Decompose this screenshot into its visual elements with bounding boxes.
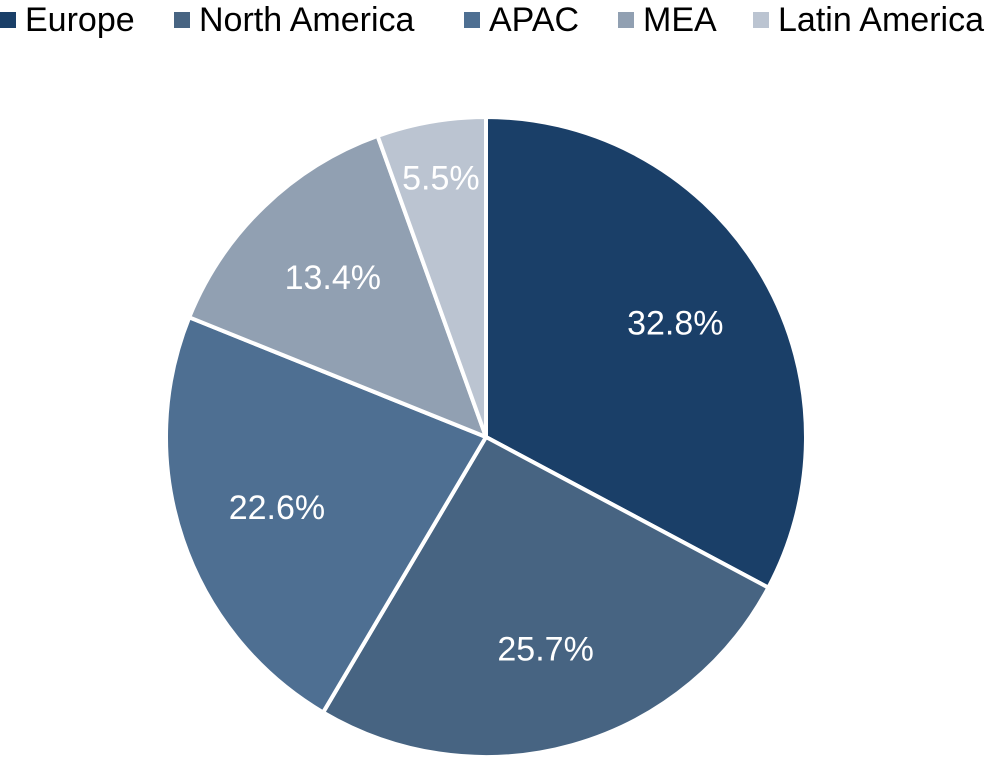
pie-slice-mea bbox=[187, 133, 488, 439]
slice-label-latin-america: 5.5% bbox=[402, 160, 480, 198]
legend-label-latin-america: Latin America bbox=[778, 1, 984, 39]
pie-slice-latin-america bbox=[375, 115, 488, 439]
legend-swatch-latin-america bbox=[753, 12, 769, 28]
pie-slice-europe bbox=[484, 115, 808, 590]
legend-item-apac: APAC bbox=[464, 0, 579, 40]
legend-swatch-apac bbox=[464, 12, 480, 28]
legend-item-latin-america: Latin America bbox=[753, 0, 984, 40]
slice-label-apac: 22.6% bbox=[229, 489, 325, 527]
legend-label-north-america: North America bbox=[199, 1, 415, 39]
slice-label-north-america: 25.7% bbox=[497, 631, 593, 669]
legend-swatch-north-america bbox=[174, 12, 190, 28]
slice-label-mea: 13.4% bbox=[285, 259, 381, 297]
pie-slice-north-america bbox=[321, 435, 771, 759]
legend-item-north-america: North America bbox=[174, 0, 414, 40]
chart-legend: Europe North America APAC MEA Latin Amer… bbox=[0, 0, 1005, 40]
slice-label-europe: 32.8% bbox=[627, 304, 723, 342]
legend-label-mea: MEA bbox=[643, 1, 717, 39]
legend-label-apac: APAC bbox=[489, 1, 580, 39]
legend-item-europe: Europe bbox=[0, 0, 135, 40]
legend-swatch-mea bbox=[618, 12, 634, 28]
pie-slice-apac bbox=[164, 315, 488, 715]
legend-label-europe: Europe bbox=[25, 1, 135, 39]
legend-item-mea: MEA bbox=[618, 0, 717, 40]
legend-swatch-europe bbox=[0, 12, 16, 28]
